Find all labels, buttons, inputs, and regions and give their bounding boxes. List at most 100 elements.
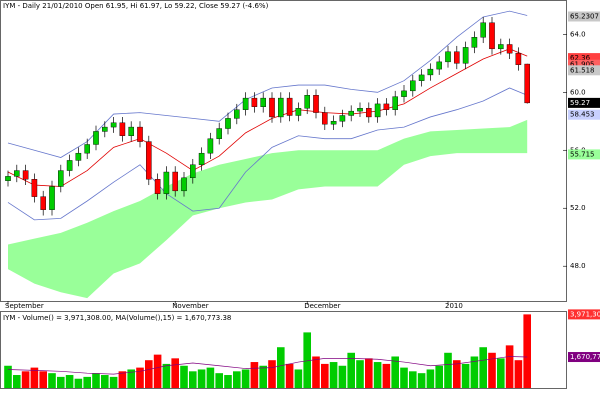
volume-bar [505, 345, 514, 388]
candle-body [454, 51, 460, 64]
volume-panel [0, 311, 567, 389]
x-tick-label: September [5, 302, 44, 310]
price-marker-label: 58.453 [570, 111, 595, 119]
candle-body [374, 103, 381, 118]
candle-body [445, 51, 451, 63]
candle-body [366, 108, 372, 118]
volume-bar [488, 352, 496, 388]
volume-bar [65, 375, 74, 388]
volume-bar [461, 363, 470, 388]
price-panel [0, 0, 567, 302]
candle-body [339, 115, 346, 122]
candle-body [506, 44, 513, 54]
volume-bar [136, 367, 144, 388]
candle-body [401, 90, 407, 97]
candle-body [498, 44, 504, 50]
price-marker-label: 62.36 [570, 54, 591, 62]
candle-body [66, 160, 73, 171]
candle-body [5, 176, 11, 181]
candle-body [13, 170, 20, 177]
candle-body [110, 122, 117, 128]
candle-body [427, 68, 434, 76]
volume-bar [303, 332, 311, 388]
y-tick-label: 60.0 [570, 88, 586, 96]
candle-body [84, 144, 90, 154]
volume-marker-label: 3,971,308 [570, 310, 600, 318]
candle-body [172, 171, 179, 192]
candle-body [313, 95, 319, 113]
candle-body [49, 186, 55, 210]
volume-bar [215, 373, 223, 388]
volume-bar [338, 365, 347, 388]
candle-body [225, 118, 231, 129]
candle-body [392, 96, 399, 110]
volume-bar [365, 358, 373, 388]
y-tick-label: 64.0 [570, 30, 586, 38]
candle-body [233, 109, 240, 119]
volume-bar [233, 371, 241, 388]
candle-body [181, 177, 187, 192]
volume-bar [153, 354, 162, 388]
candle-body [418, 74, 425, 81]
candle-body [189, 164, 196, 179]
price-marker [568, 53, 600, 64]
volume-bar [83, 376, 91, 388]
volume-bar [21, 371, 30, 388]
volume-bar [277, 347, 285, 388]
volume-bar [250, 362, 259, 388]
volume-bar [259, 365, 267, 388]
volume-bar [435, 365, 443, 388]
volume-bar [241, 369, 250, 388]
candle-body [216, 128, 223, 139]
volume-bar [426, 369, 435, 388]
candle-body [330, 121, 337, 125]
volume-bar [347, 352, 355, 388]
volume-bar [48, 373, 56, 388]
volume-bar [92, 373, 100, 388]
candle-body [278, 97, 284, 118]
volume-bar [30, 367, 39, 388]
overlay-line [7, 87, 528, 221]
volume-bar [312, 356, 320, 388]
candle-body [322, 112, 328, 125]
candle-body [480, 22, 487, 38]
candle-body [75, 152, 82, 161]
price-marker [568, 109, 600, 120]
volume-bar [118, 371, 127, 388]
candle-body [31, 179, 38, 197]
volume-bar [444, 352, 452, 388]
volume-marker [568, 309, 600, 320]
price-marker [568, 97, 600, 108]
volume-bar [171, 358, 179, 388]
volume-bar [417, 373, 426, 388]
candle-body [269, 97, 275, 118]
cloud [8, 119, 528, 299]
candle-body [22, 170, 29, 180]
candle-body [40, 196, 46, 210]
candle-body [357, 108, 363, 112]
candle-body [163, 171, 170, 194]
volume-bar [197, 369, 206, 388]
volume-bar [409, 371, 417, 388]
volume-bar [189, 371, 197, 388]
volume-bar [373, 362, 382, 388]
candle-body [93, 131, 99, 145]
volume-bar [206, 367, 215, 388]
candle-body [515, 52, 522, 65]
price-marker [568, 59, 600, 70]
candle-body [251, 97, 258, 107]
volume-bar [497, 358, 505, 388]
candle-body [119, 122, 126, 136]
price-marker-label: 61.905 [570, 61, 595, 69]
volume-title: IYM - Volume() = 3,971,308.00, MA(Volume… [3, 314, 231, 322]
candle-body [471, 37, 478, 48]
candle-body [128, 126, 135, 136]
candle-body [462, 47, 469, 64]
price-marker-label: 65.2307 [570, 12, 599, 20]
volume-bar [145, 360, 153, 388]
candle-body [295, 108, 302, 116]
candle-body [489, 22, 495, 50]
volume-bar [294, 369, 303, 388]
volume-ma [7, 356, 528, 375]
